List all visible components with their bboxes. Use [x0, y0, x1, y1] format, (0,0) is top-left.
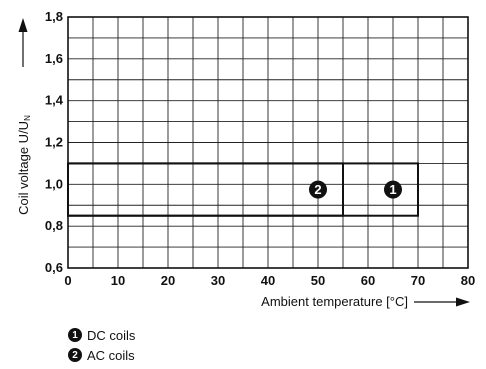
- legend-item-ac: 2 AC coils: [68, 345, 135, 365]
- plot-frame: [67, 16, 469, 269]
- x-tick-labels: 0 10 20 30 40 50 60 70 80: [64, 273, 475, 288]
- svg-text:Coil voltage U/UN: Coil voltage U/UN: [16, 115, 32, 215]
- legend-marker: 2: [68, 348, 82, 362]
- x-tick-label: 40: [261, 273, 275, 288]
- legend-label: AC coils: [87, 347, 135, 363]
- x-tick-label: 30: [211, 273, 225, 288]
- y-tick-label: 1,8: [45, 9, 63, 24]
- x-tick-label: 20: [161, 273, 175, 288]
- y-tick-label: 1,0: [45, 176, 63, 191]
- coil-voltage-chart: 0,60,81,01,21,41,61,8 0 10 20 30 40 50 60 70 80 …: [16, 9, 475, 309]
- x-tick-label: 10: [111, 273, 125, 288]
- region-markers: 12: [309, 180, 402, 199]
- legend-marker: 1: [68, 328, 82, 342]
- legend-item-dc: 1 DC coils: [68, 325, 135, 345]
- grid: [67, 16, 469, 269]
- region-marker-label: 2: [314, 182, 321, 197]
- legend: 1 DC coils 2 AC coils: [68, 325, 135, 365]
- x-tick-label: 70: [411, 273, 425, 288]
- x-tick-label: 50: [311, 273, 325, 288]
- y-axis-label: Coil voltage U/U: [16, 121, 31, 215]
- region-marker-circle: [384, 180, 402, 199]
- legend-label: DC coils: [87, 327, 136, 343]
- y-tick-label: 0,8: [45, 218, 63, 233]
- x-axis-arrowhead: [456, 297, 470, 307]
- x-tick-label: 0: [64, 273, 71, 288]
- ac-coils-region: [67, 162, 344, 217]
- plot-border: [67, 16, 469, 269]
- y-axis-title: Coil voltage U/UN: [16, 115, 32, 215]
- y-tick-labels: 0,6 0,8 1,0 1,2 1,4 1,6 1,8: [45, 9, 64, 275]
- y-tick-label: 1,2: [45, 135, 63, 150]
- y-tick-label: 1,4: [45, 93, 64, 108]
- x-axis-label: Ambient temperature [°C]: [261, 294, 408, 309]
- x-tick-label: 60: [361, 273, 375, 288]
- x-tick-label: 80: [461, 273, 475, 288]
- region-marker-circle: [309, 180, 327, 199]
- y-axis-label-subscript: N: [23, 115, 32, 121]
- y-tick-label: 0,6: [45, 260, 63, 275]
- region-marker-label: 1: [389, 182, 396, 197]
- y-tick-label: 1,6: [45, 51, 63, 66]
- y-axis-arrowhead: [18, 18, 28, 32]
